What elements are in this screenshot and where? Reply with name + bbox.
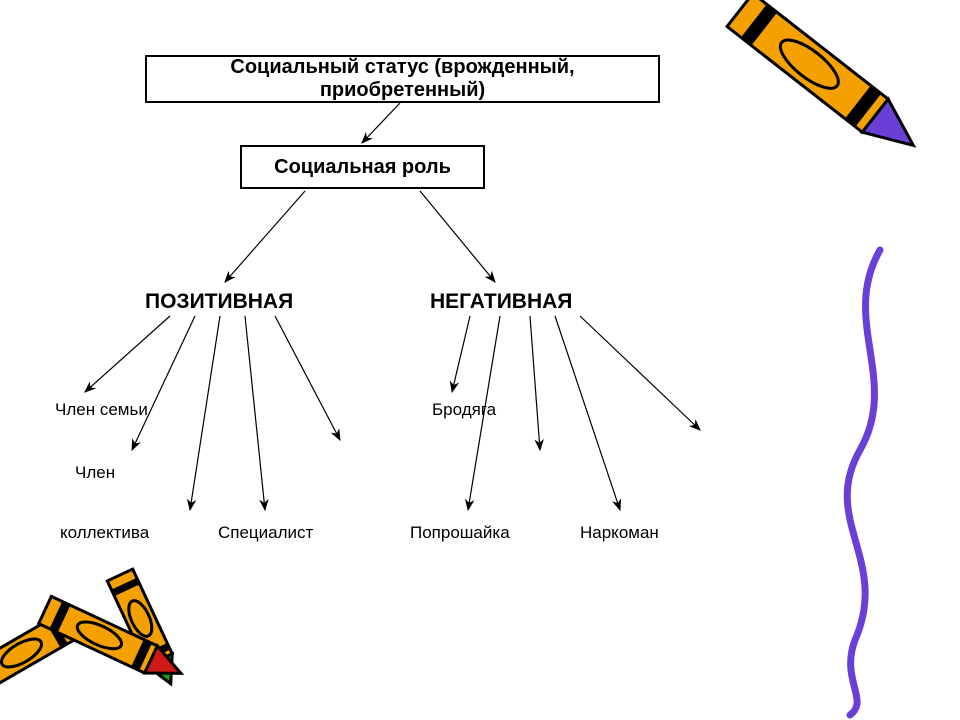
leaf-family-member: Член семьи (55, 400, 148, 420)
crayon-squiggle-icon (847, 250, 880, 715)
leaf-beggar: Попрошайка (410, 523, 510, 543)
node-role-label: Социальная роль (274, 156, 451, 179)
diagram-edges (0, 0, 960, 720)
leaf-team-member-1: Член (75, 463, 115, 483)
crayon-pile-icon (0, 569, 187, 708)
crayon-top-right-icon (727, 0, 926, 162)
node-positive: ПОЗИТИВНАЯ (145, 290, 293, 314)
node-role: Социальная роль (240, 145, 485, 189)
node-root: Социальный статус (врожденный, приобрете… (145, 55, 660, 103)
leaf-specialist: Специалист (218, 523, 313, 543)
node-negative: НЕГАТИВНАЯ (430, 290, 572, 314)
stage: { "canvas": { "width": 960, "height": 72… (0, 0, 960, 720)
leaf-team-member-2: коллектива (60, 523, 149, 543)
node-root-label: Социальный статус (врожденный, приобрете… (147, 56, 658, 102)
leaf-addict: Наркоман (580, 523, 659, 543)
leaf-vagrant: Бродяга (432, 400, 496, 420)
